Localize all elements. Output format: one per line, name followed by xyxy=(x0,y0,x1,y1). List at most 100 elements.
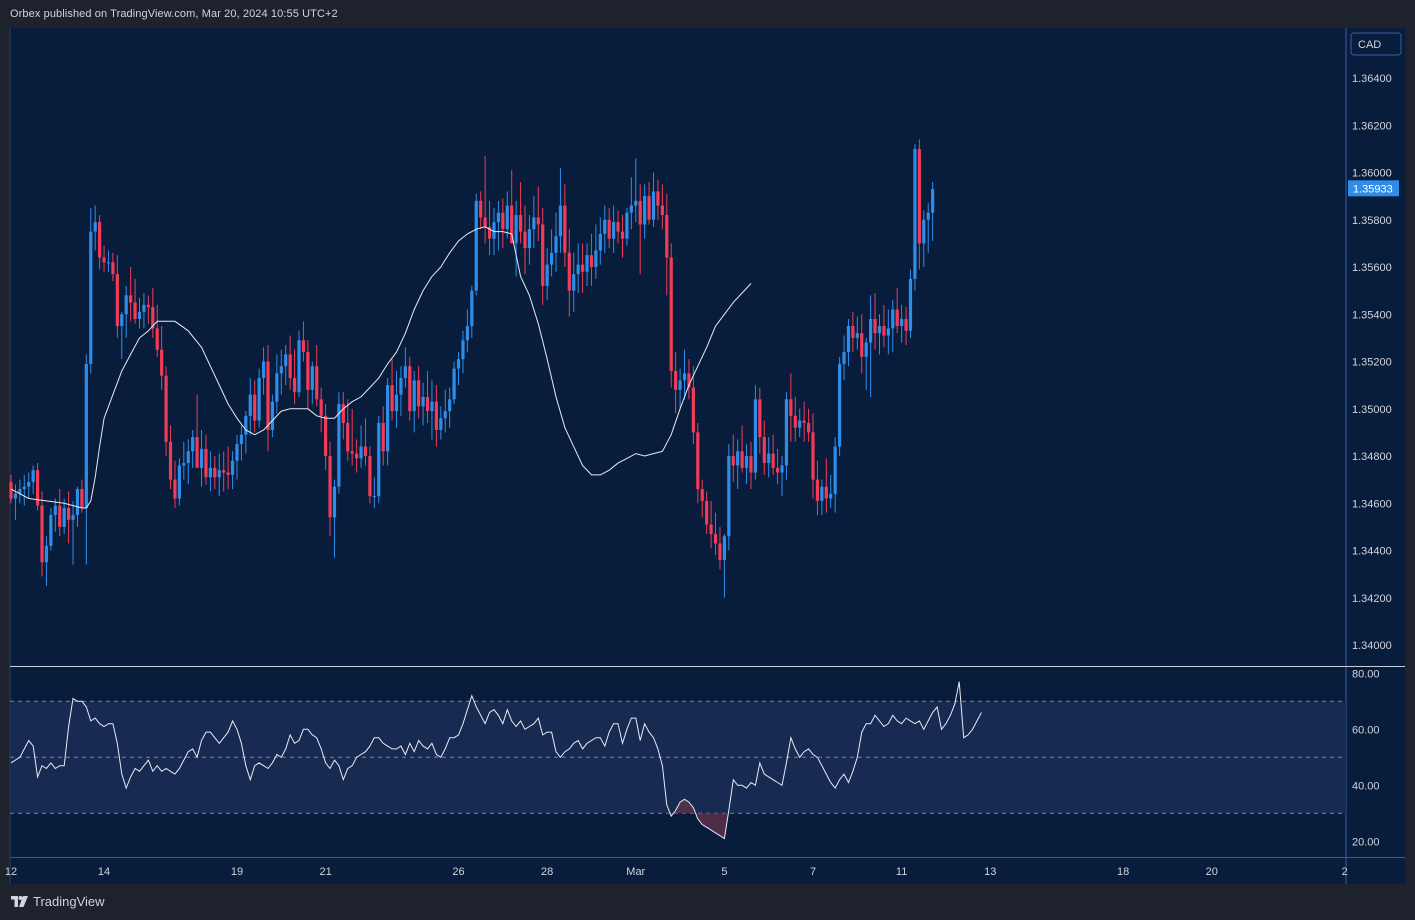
candle[interactable] xyxy=(864,337,868,390)
candle[interactable] xyxy=(363,418,368,466)
candle[interactable] xyxy=(129,267,133,322)
candle[interactable] xyxy=(656,179,660,220)
candle[interactable] xyxy=(310,361,314,405)
candle[interactable] xyxy=(430,380,434,440)
candle[interactable] xyxy=(815,460,820,516)
candle[interactable] xyxy=(403,347,407,388)
candle[interactable] xyxy=(253,380,257,433)
candle[interactable] xyxy=(793,396,797,442)
candle[interactable] xyxy=(439,406,443,440)
candle[interactable] xyxy=(297,330,301,397)
candle[interactable] xyxy=(612,205,616,253)
candle[interactable] xyxy=(687,359,691,400)
candle[interactable] xyxy=(204,434,208,485)
candle[interactable] xyxy=(700,479,704,518)
candle[interactable] xyxy=(408,356,412,421)
candle[interactable] xyxy=(620,215,625,258)
candle[interactable] xyxy=(341,392,345,440)
candle[interactable] xyxy=(261,347,266,395)
candle[interactable] xyxy=(802,401,806,442)
candle[interactable] xyxy=(62,498,66,534)
candle[interactable] xyxy=(355,439,359,473)
candle[interactable] xyxy=(301,321,306,362)
candle[interactable] xyxy=(860,314,864,374)
candle[interactable] xyxy=(634,158,638,223)
candle[interactable] xyxy=(474,193,478,296)
candle[interactable] xyxy=(22,474,26,506)
time-axis[interactable] xyxy=(10,857,1346,884)
candle[interactable] xyxy=(292,349,297,405)
candle[interactable] xyxy=(470,285,474,338)
candle[interactable] xyxy=(98,215,102,270)
candle[interactable] xyxy=(346,399,350,461)
candle[interactable] xyxy=(71,500,75,565)
candle[interactable] xyxy=(120,311,124,360)
candle[interactable] xyxy=(359,425,363,468)
candle[interactable] xyxy=(102,245,106,272)
candle[interactable] xyxy=(527,215,532,265)
candle[interactable] xyxy=(629,177,633,230)
candle[interactable] xyxy=(753,385,758,480)
candle[interactable] xyxy=(771,434,775,475)
candle[interactable] xyxy=(235,434,239,480)
candle[interactable] xyxy=(931,181,935,242)
candle[interactable] xyxy=(576,243,580,293)
candle[interactable] xyxy=(696,422,700,504)
candle[interactable] xyxy=(775,448,780,485)
candle[interactable] xyxy=(869,295,873,397)
candle[interactable] xyxy=(417,366,421,419)
candle[interactable] xyxy=(9,474,13,504)
candle[interactable] xyxy=(390,359,394,421)
candle[interactable] xyxy=(532,196,536,249)
candle[interactable] xyxy=(744,444,749,485)
candle[interactable] xyxy=(837,356,842,456)
candle[interactable] xyxy=(651,172,656,227)
candle[interactable] xyxy=(607,207,611,249)
candle[interactable] xyxy=(523,205,527,275)
candle[interactable] xyxy=(904,307,908,345)
candle[interactable] xyxy=(736,439,740,490)
candle[interactable] xyxy=(465,309,469,353)
candle[interactable] xyxy=(638,184,642,275)
candle[interactable] xyxy=(93,205,97,251)
candle[interactable] xyxy=(643,184,647,239)
candle[interactable] xyxy=(279,349,283,395)
candle[interactable] xyxy=(589,233,594,286)
candle[interactable] xyxy=(106,250,111,272)
candle[interactable] xyxy=(27,472,31,499)
candle[interactable] xyxy=(208,451,212,492)
candle[interactable] xyxy=(660,184,664,230)
candle[interactable] xyxy=(13,484,18,520)
candle[interactable] xyxy=(665,193,669,296)
candle[interactable] xyxy=(691,366,695,445)
candle[interactable] xyxy=(89,207,93,374)
candle[interactable] xyxy=(164,366,168,456)
candle[interactable] xyxy=(510,170,514,244)
candle[interactable] xyxy=(669,243,673,388)
candle[interactable] xyxy=(798,408,802,438)
candle[interactable] xyxy=(226,446,230,490)
candle[interactable] xyxy=(182,441,186,480)
candle[interactable] xyxy=(332,479,337,558)
candle[interactable] xyxy=(851,311,855,353)
candle[interactable] xyxy=(580,243,585,293)
candle[interactable] xyxy=(718,526,722,570)
candle[interactable] xyxy=(855,316,859,350)
candle[interactable] xyxy=(784,392,789,480)
candle[interactable] xyxy=(35,463,40,511)
candle[interactable] xyxy=(886,309,890,355)
candle[interactable] xyxy=(18,479,22,504)
candle[interactable] xyxy=(80,479,84,513)
candle[interactable] xyxy=(191,430,195,468)
candle[interactable] xyxy=(762,420,766,475)
candle[interactable] xyxy=(124,285,128,338)
candle[interactable] xyxy=(780,456,784,497)
candle[interactable] xyxy=(399,366,403,416)
candle[interactable] xyxy=(40,491,44,577)
candle[interactable] xyxy=(266,344,270,452)
candle[interactable] xyxy=(337,392,341,494)
candle[interactable] xyxy=(789,373,793,442)
candle[interactable] xyxy=(58,489,62,537)
candle[interactable] xyxy=(168,425,173,490)
